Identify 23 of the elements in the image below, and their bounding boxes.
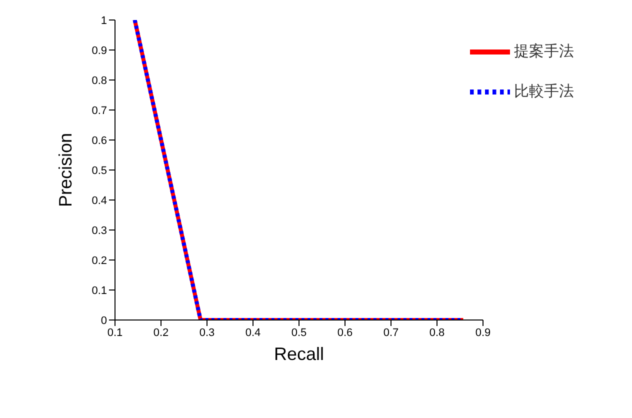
x-tick-label: 0.6 — [337, 326, 353, 339]
y-tick-label: 0.9 — [92, 44, 107, 57]
x-tick-label: 0.5 — [291, 326, 307, 339]
y-tick-label: 0.7 — [92, 104, 107, 117]
x-tick-label: 0.8 — [429, 326, 445, 339]
y-tick-label: 1 — [100, 14, 107, 27]
x-tick-label: 0.4 — [245, 326, 261, 339]
x-axis-title: Recall — [274, 344, 324, 364]
y-tick-label: 0.4 — [92, 194, 107, 207]
y-tick-label: 0.1 — [92, 284, 107, 297]
x-tick-label: 0.7 — [383, 326, 399, 339]
x-tick-label: 0.2 — [153, 326, 169, 339]
y-tick-label: 0.5 — [92, 164, 107, 177]
y-tick-label: 0.2 — [92, 254, 107, 267]
x-tick-label: 0.9 — [475, 326, 491, 339]
y-tick-label: 0.8 — [92, 74, 107, 87]
y-axis-title: Precision — [55, 132, 76, 208]
x-tick-label: 0.3 — [199, 326, 215, 339]
y-tick-label: 0.3 — [92, 224, 107, 237]
y-tick-label: 0.6 — [92, 134, 107, 147]
legend-label: 比較手法 — [514, 82, 574, 100]
y-tick-label: 0 — [100, 314, 107, 327]
legend-label: 提案手法 — [514, 42, 574, 60]
